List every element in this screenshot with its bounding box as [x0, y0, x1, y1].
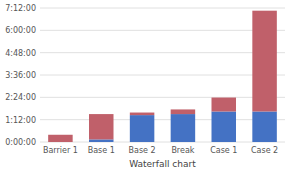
y-tick-label: 2:24:00 — [5, 93, 36, 102]
x-tick-label: Case 1 — [210, 146, 237, 155]
bars — [48, 11, 277, 142]
x-tick-label: Case 2 — [251, 146, 278, 155]
x-tick-label: Base 2 — [129, 146, 156, 155]
bar-segment — [252, 11, 276, 112]
bar-segment — [48, 135, 73, 142]
y-tick-label: 1:12:00 — [5, 116, 36, 125]
grid-line — [40, 97, 285, 98]
y-tick-label: 7:12:00 — [5, 4, 36, 13]
grid-line — [40, 75, 285, 76]
grid-line — [40, 119, 285, 120]
x-tick-label: Barrier 1 — [43, 146, 78, 155]
bar-segment — [89, 139, 114, 142]
bar-segment — [171, 109, 196, 114]
bar-segment — [89, 114, 114, 139]
y-tick-label: 0:00:00 — [5, 138, 36, 147]
grid — [40, 8, 285, 142]
bar-segment — [252, 111, 276, 142]
bar-segment — [212, 111, 237, 142]
grid-line — [40, 52, 285, 53]
chart: 0:00:00 1:12:00 2:24:00 3:36:00 4:48:00 6:00:… — [0, 0, 293, 172]
x-axis-label: Waterfall chart — [129, 159, 196, 169]
y-tick-label: 3:36:00 — [5, 71, 36, 80]
bar-segment — [212, 98, 237, 112]
grid-line — [40, 8, 285, 9]
x-tick-label: Break — [171, 146, 194, 155]
grid-line — [40, 30, 285, 31]
bar-segment — [171, 114, 196, 142]
bar-segment — [130, 115, 155, 142]
x-tick-label: Base 1 — [88, 146, 115, 155]
y-tick-label: 4:48:00 — [5, 49, 36, 58]
y-tick-label: 6:00:00 — [5, 26, 36, 35]
grid-line — [40, 142, 285, 143]
bar-segment — [130, 113, 155, 116]
